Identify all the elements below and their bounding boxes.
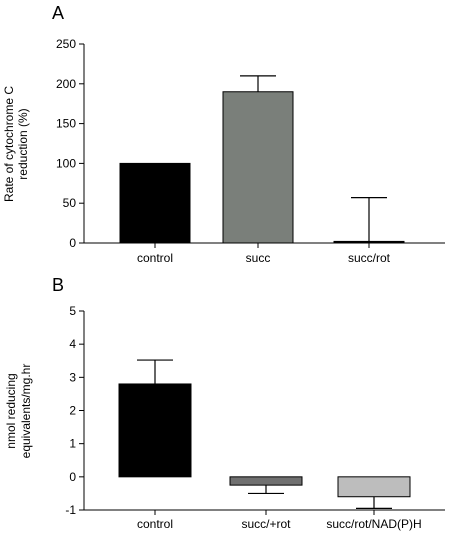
panel-b-y-axis-title-line-2: equivalents/mg.hr bbox=[19, 364, 33, 459]
panel-b: B nmol reducing equivalents/mg.hr -1 0 1 2 3… bbox=[4, 275, 445, 531]
panel-a-category-label: succ bbox=[246, 251, 271, 265]
panel-a-y-tick-label: 200 bbox=[56, 77, 76, 91]
panel-a-y-axis-title-line-1: Rate of cytochrome C bbox=[2, 86, 16, 202]
panel-b-letter: B bbox=[52, 275, 64, 295]
panel-b-y-tick-label: 3 bbox=[69, 370, 76, 384]
panel-a-category-label: control bbox=[137, 251, 173, 265]
panel-b-bar-succ-rot-nad-p-h bbox=[337, 476, 411, 498]
panel-a-bar-succ bbox=[222, 91, 294, 244]
panel-b-y-tick-label: 4 bbox=[69, 337, 76, 351]
panel-a-y-axis-title-line-2: reduction (%) bbox=[16, 108, 30, 179]
panel-b-bar-control bbox=[118, 383, 192, 478]
panel-b-category-label: succ/+rot bbox=[241, 517, 291, 531]
panel-b-y-tick-label: 0 bbox=[69, 470, 76, 484]
panel-a-y-tick-label: 250 bbox=[56, 37, 76, 51]
panel-a-letter: A bbox=[52, 3, 64, 23]
panel-b-y-axis-title-line-1: nmol reducing bbox=[4, 373, 18, 448]
panel-a-y-tick-label: 0 bbox=[69, 236, 76, 250]
panel-b-y-tick-label: 1 bbox=[69, 437, 76, 451]
panel-b-category-label: succ/rot/NAD(P)H bbox=[326, 517, 421, 531]
panel-a-bar-succ-rot bbox=[333, 240, 405, 244]
panel-b-category-label: control bbox=[137, 517, 173, 531]
panel-a-y-tick-label: 150 bbox=[56, 117, 76, 131]
panel-a-bar-control bbox=[119, 162, 191, 244]
panel-a-y-tick-label: 50 bbox=[63, 196, 77, 210]
panel-b-y-tick-label: 2 bbox=[69, 404, 76, 418]
panel-a-category-label: succ/rot bbox=[348, 251, 391, 265]
panel-b-y-tick-label: 5 bbox=[69, 304, 76, 318]
panel-a-y-tick-label: 100 bbox=[56, 156, 76, 170]
panel-b-bar-succ-rot bbox=[229, 476, 303, 486]
panel-a: A Rate of cytochrome C reduction (%) 0 50… bbox=[2, 3, 445, 265]
panel-b-y-tick-label: -1 bbox=[65, 503, 76, 517]
